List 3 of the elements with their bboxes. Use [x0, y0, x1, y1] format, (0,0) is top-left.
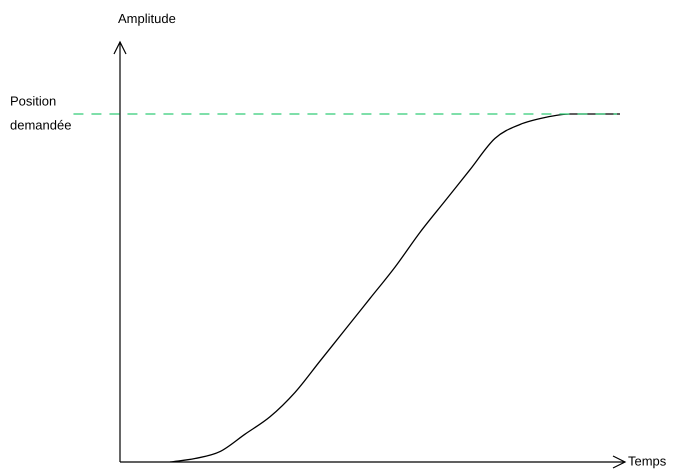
x-axis-title: Temps: [628, 454, 667, 469]
text: Amplitude: [118, 11, 176, 26]
ref-line-label: Position demandée: [10, 94, 72, 133]
